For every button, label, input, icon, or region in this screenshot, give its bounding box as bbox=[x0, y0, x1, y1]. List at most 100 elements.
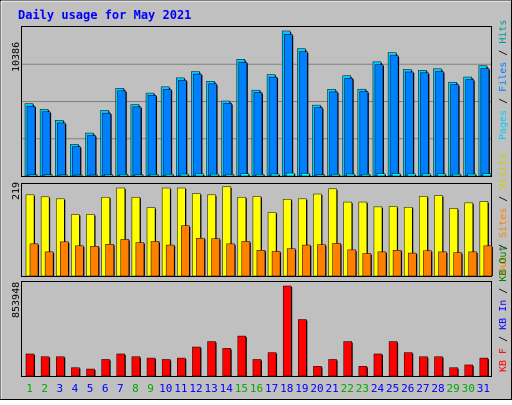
bar-kbytes-kb-f-21 bbox=[329, 359, 337, 376]
bar-kbytes-kb-f-14 bbox=[223, 348, 231, 376]
bar-hits-pages-23 bbox=[362, 174, 370, 176]
bar-hits-files-24 bbox=[375, 65, 383, 176]
bar-hits-pages-26 bbox=[407, 174, 415, 176]
x-tick-label-25: 25 bbox=[386, 382, 399, 395]
bar-hits-files-30 bbox=[466, 80, 474, 176]
bar-hits-pages-3 bbox=[59, 175, 67, 176]
bar-kbytes-kb-f-13 bbox=[208, 342, 216, 376]
bar-hits-pages-2 bbox=[44, 175, 52, 176]
x-tick-label-29: 29 bbox=[447, 382, 460, 395]
bar-hits-pages-1 bbox=[29, 175, 37, 176]
x-tick-label-6: 6 bbox=[102, 382, 109, 395]
bar-hits-files-13 bbox=[209, 84, 217, 176]
x-tick-label-4: 4 bbox=[72, 382, 79, 395]
bar-hits-files-8 bbox=[133, 107, 141, 176]
bar-hits-files-3 bbox=[57, 123, 65, 176]
legend-hits: Hits bbox=[498, 20, 509, 44]
bar-hits-pages-6 bbox=[105, 175, 113, 176]
x-tick-label-30: 30 bbox=[462, 382, 475, 395]
bar-kbytes-kb-f-1 bbox=[26, 354, 34, 376]
bar-kbytes-kb-f-16 bbox=[253, 359, 261, 376]
bar-kbytes-kb-f-24 bbox=[374, 354, 382, 376]
x-tick-label-19: 19 bbox=[295, 382, 308, 395]
bar-hits-files-31 bbox=[481, 68, 489, 176]
bar-hits-files-15 bbox=[239, 62, 247, 176]
bar-visits-sites-11 bbox=[181, 226, 189, 276]
bar-hits-pages-15 bbox=[241, 174, 249, 176]
visits-max-label: 219 bbox=[11, 182, 22, 200]
hits-legend: Pages / Files / Hits bbox=[498, 20, 509, 140]
bar-hits-files-17 bbox=[269, 77, 277, 176]
bar-hits-pages-5 bbox=[90, 175, 98, 176]
bar-hits-files-26 bbox=[405, 72, 413, 176]
x-tick-label-23: 23 bbox=[356, 382, 369, 395]
bar-kbytes-kb-f-27 bbox=[419, 357, 427, 376]
legend-pages: Pages bbox=[498, 110, 509, 140]
x-tick-label-2: 2 bbox=[41, 382, 48, 395]
bar-kbytes-kb-f-5 bbox=[87, 369, 95, 376]
bar-kbytes-kb-f-11 bbox=[177, 358, 185, 376]
bar-visits-sites-12 bbox=[196, 238, 204, 276]
bar-visits-sites-5 bbox=[91, 246, 99, 276]
bar-kbytes-kb-f-17 bbox=[268, 353, 276, 376]
x-tick-label-11: 11 bbox=[174, 382, 187, 395]
bar-hits-files-7 bbox=[118, 91, 126, 176]
bar-hits-files-22 bbox=[345, 78, 353, 176]
bar-hits-pages-24 bbox=[377, 174, 385, 176]
x-tick-label-20: 20 bbox=[310, 382, 323, 395]
bar-hits-pages-19 bbox=[301, 173, 309, 176]
bar-visits-sites-6 bbox=[106, 244, 114, 276]
bar-kbytes-kb-f-19 bbox=[298, 320, 306, 376]
bar-kbytes-kb-f-15 bbox=[238, 336, 246, 376]
x-tick-label-8: 8 bbox=[132, 382, 139, 395]
bar-visits-sites-18 bbox=[287, 249, 295, 276]
x-tick-label-26: 26 bbox=[401, 382, 414, 395]
bar-kbytes-kb-f-2 bbox=[41, 357, 49, 376]
legend-files: Files bbox=[498, 62, 509, 92]
bar-kbytes-kb-f-10 bbox=[162, 359, 170, 376]
bar-hits-pages-31 bbox=[483, 174, 491, 176]
legend-kbout: KB Out bbox=[498, 246, 509, 282]
bar-hits-files-10 bbox=[163, 89, 171, 176]
bar-visits-sites-25 bbox=[393, 250, 401, 276]
x-tick-label-12: 12 bbox=[189, 382, 202, 395]
bar-hits-pages-10 bbox=[165, 174, 173, 176]
bar-visits-sites-14 bbox=[227, 244, 235, 276]
x-tick-label-27: 27 bbox=[416, 382, 429, 395]
bar-hits-files-29 bbox=[451, 85, 459, 176]
x-tick-label-3: 3 bbox=[57, 382, 64, 395]
kbytes-max-label: 853948 bbox=[11, 282, 22, 318]
legend-visits: Visits bbox=[498, 154, 509, 190]
bar-hits-files-11 bbox=[178, 80, 186, 176]
bar-hits-pages-22 bbox=[347, 174, 355, 176]
bar-hits-pages-9 bbox=[150, 174, 158, 176]
bar-hits-files-23 bbox=[360, 92, 368, 176]
x-tick-label-18: 18 bbox=[280, 382, 293, 395]
bar-visits-sites-28 bbox=[438, 252, 446, 276]
bar-hits-files-19 bbox=[299, 52, 307, 176]
bar-hits-pages-20 bbox=[316, 175, 324, 176]
x-tick-label-21: 21 bbox=[326, 382, 339, 395]
bar-hits-pages-12 bbox=[195, 174, 203, 176]
bar-visits-sites-1 bbox=[30, 244, 38, 276]
bar-visits-sites-2 bbox=[45, 252, 53, 276]
bar-kbytes-kb-f-7 bbox=[117, 354, 125, 376]
bar-hits-files-16 bbox=[254, 93, 262, 176]
bar-hits-files-9 bbox=[148, 95, 156, 176]
x-tick-label-15: 15 bbox=[235, 382, 248, 395]
bar-kbytes-kb-f-23 bbox=[359, 366, 367, 376]
legend-sites: Sites bbox=[498, 208, 509, 238]
bar-hits-files-28 bbox=[435, 72, 443, 176]
bar-kbytes-kb-f-8 bbox=[132, 357, 140, 376]
bar-hits-files-5 bbox=[88, 136, 96, 176]
bar-visits-sites-8 bbox=[136, 243, 144, 276]
bar-hits-pages-29 bbox=[453, 174, 461, 176]
bar-kbytes-kb-f-9 bbox=[147, 358, 155, 376]
bar-hits-pages-27 bbox=[422, 174, 430, 176]
bar-hits-files-14 bbox=[224, 103, 232, 176]
bar-hits-files-21 bbox=[330, 92, 338, 176]
bar-hits-files-6 bbox=[103, 113, 111, 176]
bar-visits-sites-4 bbox=[75, 246, 83, 276]
